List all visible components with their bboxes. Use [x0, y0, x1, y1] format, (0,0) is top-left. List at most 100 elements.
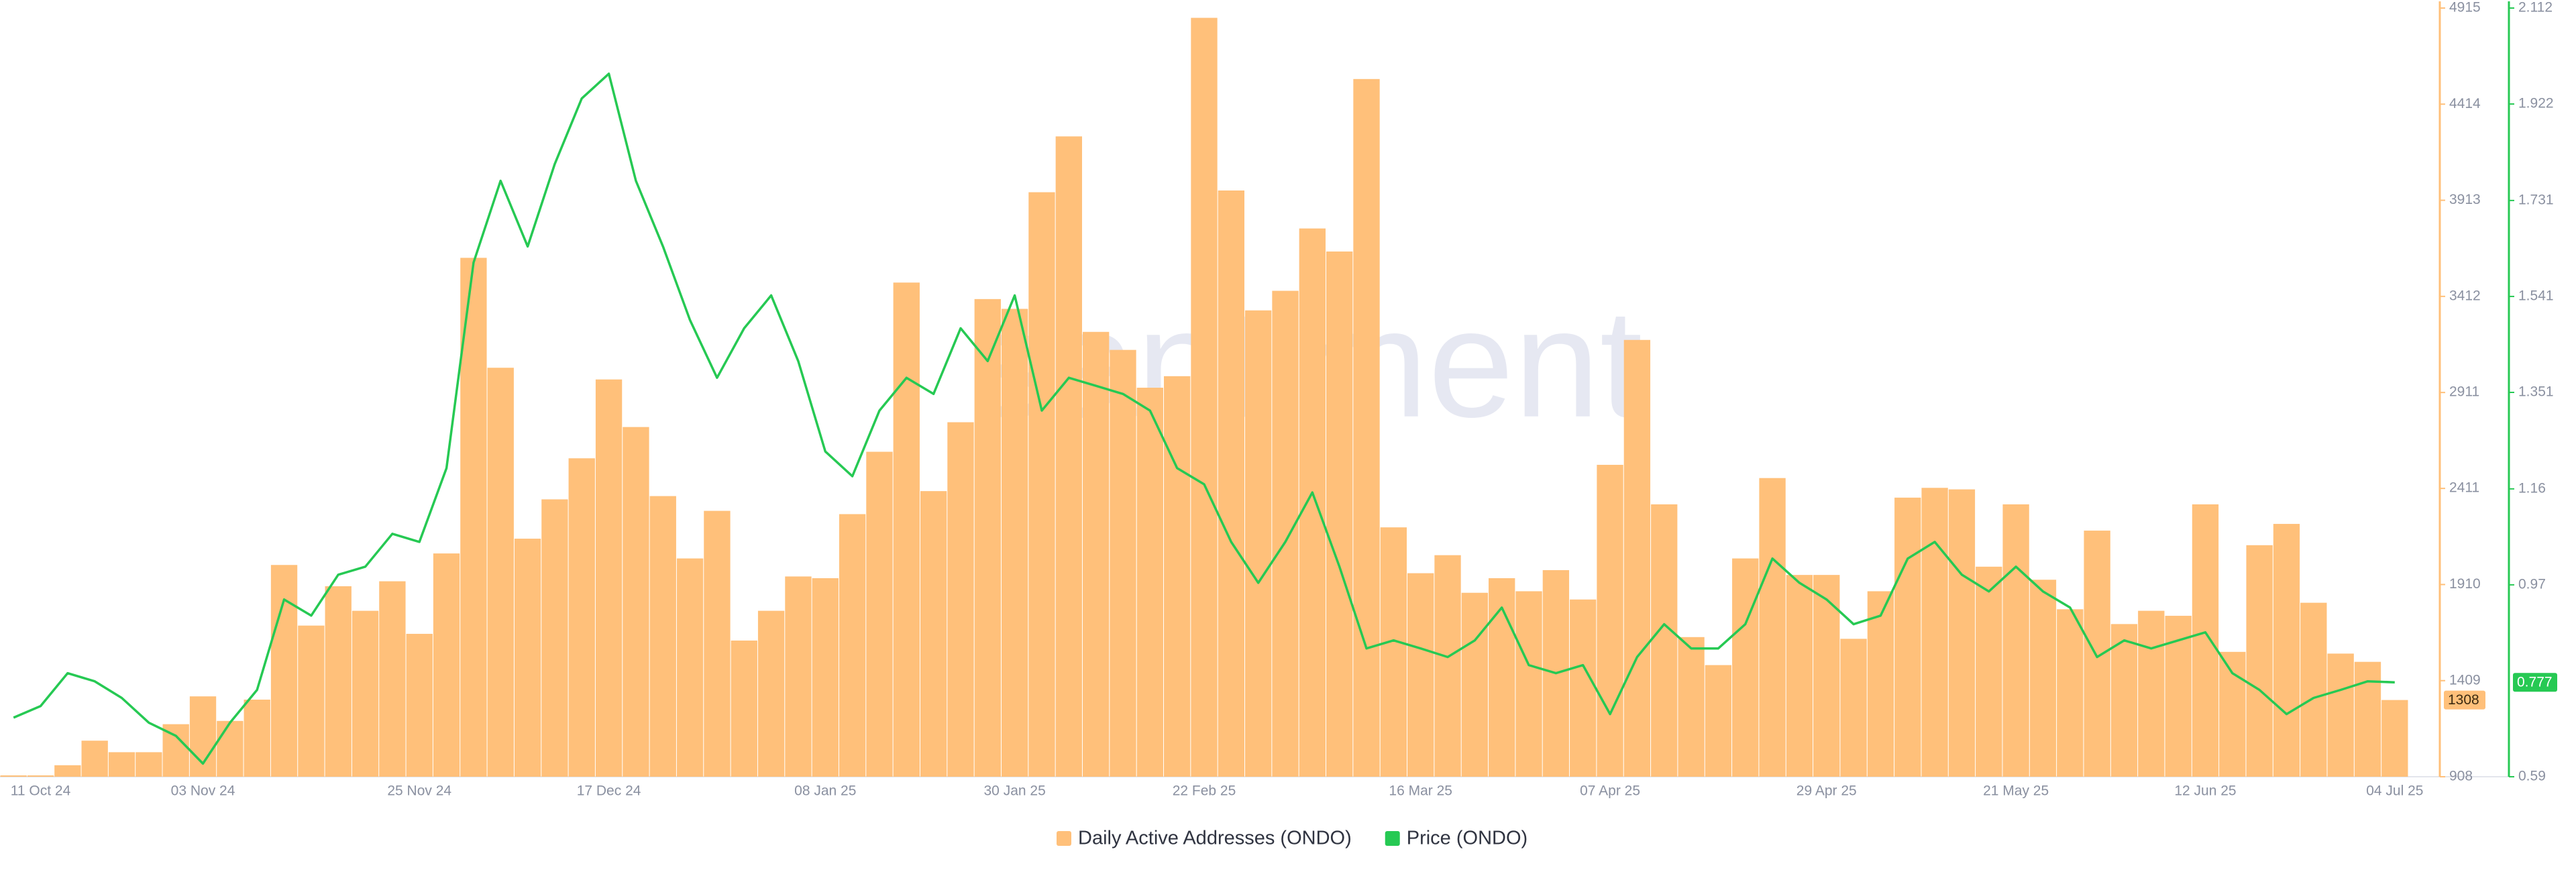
bar	[1380, 527, 1407, 777]
bar	[1597, 464, 1623, 777]
bar	[433, 553, 460, 777]
bar	[974, 298, 1001, 777]
bar	[298, 625, 325, 777]
bar	[920, 491, 947, 777]
bar	[812, 578, 839, 777]
x-tick-label: 11 Oct 24	[11, 783, 71, 799]
bar	[217, 720, 244, 777]
bar	[352, 610, 379, 777]
bar	[1110, 349, 1136, 777]
bar	[1218, 190, 1245, 777]
y2-tick-label: 1.541	[2518, 288, 2554, 303]
x-tick-label: 03 Nov 24	[171, 783, 235, 799]
bar	[2110, 624, 2138, 777]
bar	[568, 458, 595, 777]
bar	[1272, 290, 1299, 777]
bar	[676, 558, 704, 777]
last-value-label: 1308	[2448, 692, 2479, 708]
bar	[623, 427, 649, 777]
bar	[704, 510, 731, 777]
x-tick-label: 12 Jun 25	[2174, 783, 2236, 799]
bar	[731, 640, 757, 777]
y-tick-label: 2911	[2449, 384, 2479, 400]
bar	[136, 752, 162, 777]
legend: Daily Active Addresses (ONDO) Price (ONDO…	[1057, 828, 1527, 849]
bar	[1651, 504, 1678, 777]
bar	[866, 451, 893, 777]
x-tick-label: 22 Feb 25	[1173, 783, 1236, 799]
bar	[2219, 651, 2246, 777]
bar	[757, 610, 785, 777]
x-tick-label: 07 Apr 25	[1580, 783, 1640, 799]
bar	[2192, 504, 2219, 777]
bar	[893, 282, 920, 777]
bar	[785, 576, 812, 777]
bar	[1921, 488, 1948, 777]
bar	[27, 775, 54, 777]
bar	[1407, 573, 1434, 777]
bar	[2084, 531, 2110, 777]
bar	[2246, 545, 2273, 777]
bar	[1948, 489, 1976, 777]
y-tick-label: 3913	[2449, 192, 2481, 207]
bar	[1434, 555, 1461, 777]
bar	[162, 724, 189, 777]
last-price-label: 0.777	[2517, 675, 2553, 690]
bar	[1515, 591, 1542, 777]
x-tick-label: 25 Nov 24	[387, 783, 451, 799]
bar	[1976, 566, 2002, 777]
bar	[839, 514, 866, 777]
bar	[54, 765, 81, 777]
bar	[81, 741, 108, 777]
bar	[1461, 592, 1489, 777]
x-tick-label: 29 Apr 25	[1796, 783, 1857, 799]
bar	[1705, 665, 1732, 777]
bar	[1163, 376, 1191, 777]
y2-tick-label: 1.731	[2518, 192, 2554, 207]
legend-label: Daily Active Addresses (ONDO)	[1078, 828, 1352, 849]
bar	[1678, 637, 1705, 777]
bar	[514, 539, 541, 777]
bar	[649, 496, 676, 777]
y-tick-label: 908	[2449, 769, 2473, 784]
x-tick-label: 17 Dec 24	[577, 783, 641, 799]
legend-swatch	[1385, 831, 1400, 846]
bar	[1786, 575, 1813, 777]
x-tick-label: 16 Mar 25	[1389, 783, 1452, 799]
y-tick-label: 2411	[2449, 480, 2479, 496]
bar	[1732, 558, 1759, 777]
x-tick-label: 08 Jan 25	[794, 783, 856, 799]
y-tick-label: 1409	[2449, 672, 2481, 688]
bar	[1570, 599, 1597, 777]
bar	[2381, 700, 2408, 777]
last-value-badge	[2444, 690, 2485, 710]
y-tick-label: 4414	[2449, 96, 2481, 111]
price-line	[13, 72, 2395, 765]
bar	[1489, 578, 1515, 777]
x-tick-label: 04 Jul 25	[2366, 783, 2423, 799]
bar	[108, 752, 136, 777]
x-tick-label: 21 May 25	[1983, 783, 2049, 799]
legend-swatch	[1057, 831, 1071, 846]
bar	[2029, 580, 2057, 777]
bar	[1894, 497, 1921, 777]
y2-tick-label: 1.922	[2518, 96, 2554, 111]
bar	[460, 258, 487, 777]
bar	[947, 422, 974, 777]
bar	[1813, 575, 1840, 777]
bar	[1299, 228, 1326, 777]
bar	[1245, 310, 1272, 777]
bar	[270, 565, 298, 777]
bar	[1055, 136, 1082, 777]
bar	[2354, 661, 2381, 777]
y2-tick-label: 1.16	[2518, 480, 2546, 496]
y2-tick-label: 1.351	[2518, 384, 2554, 400]
bar	[1623, 339, 1651, 777]
y2-tick-label: 0.59	[2518, 769, 2546, 784]
bar	[2327, 653, 2354, 777]
bar	[541, 499, 568, 777]
bar	[2057, 609, 2084, 777]
x-tick-label: 30 Jan 25	[984, 783, 1046, 799]
